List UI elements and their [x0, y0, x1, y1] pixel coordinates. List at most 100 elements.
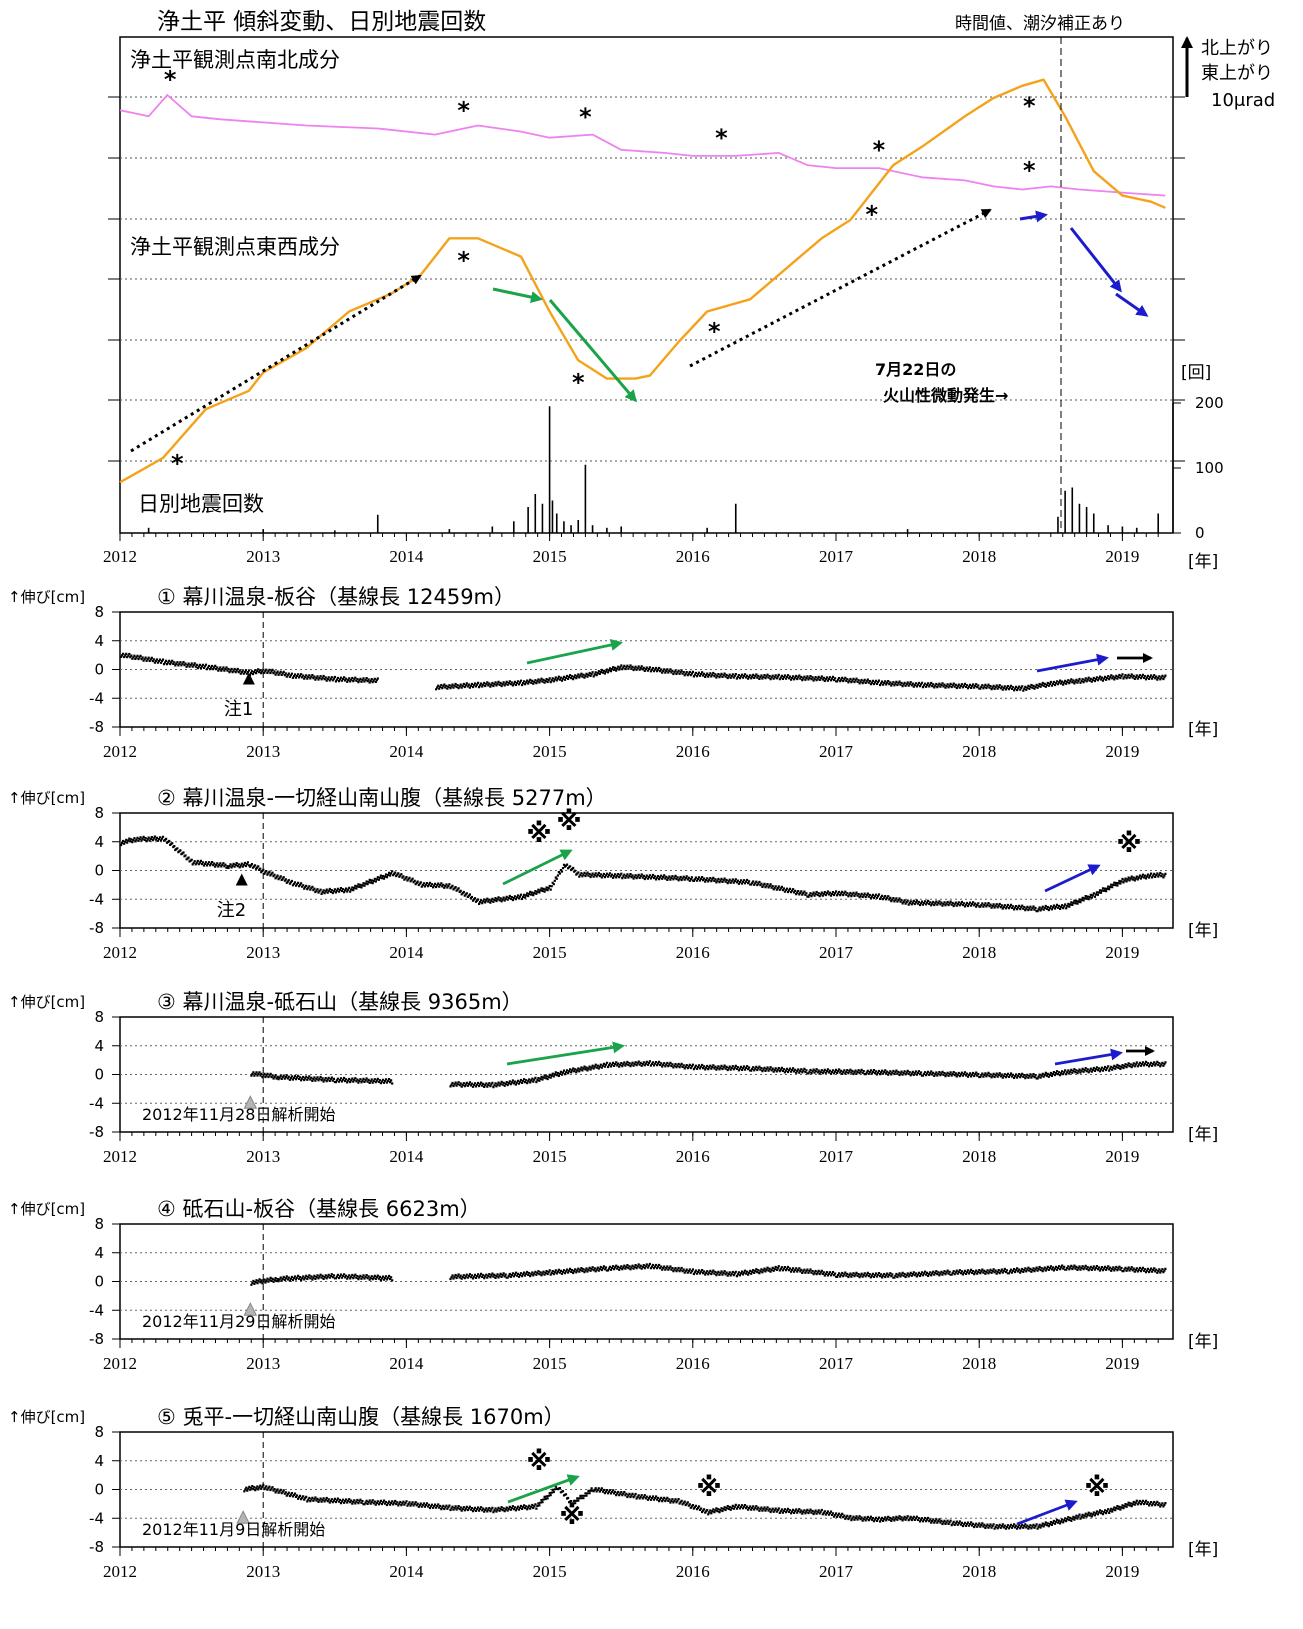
scale-bar-arrowhead [1181, 36, 1193, 48]
tilt-series [119, 78, 1166, 484]
panel-y-tick-label: 0 [94, 1066, 104, 1084]
trend-arrow-blue-1 [1019, 210, 1048, 223]
reference-mark: ※ [1116, 829, 1141, 859]
trend-arrow-green-1 [492, 287, 543, 303]
asterisk-marker: * [1023, 157, 1036, 185]
panel-x-tick-label: 2014 [389, 742, 424, 761]
count-tick-label: 200 [1195, 394, 1224, 412]
panel-y-tick-label: 4 [94, 632, 104, 650]
panel-ylabel: ↑伸び[cm] [8, 1408, 85, 1426]
gnss-panel: ↑伸び[cm] ④ 砥石山-板谷（基線長 6623m） 8 4 0 -4 -8 2012 201… [8, 1197, 1218, 1373]
panel-y-tick-label: -8 [89, 919, 104, 937]
panel-y-tick-label: 4 [94, 1244, 104, 1262]
ew-series-label: 浄土平観測点東西成分 [130, 235, 340, 259]
tilt-title: 浄土平 傾斜変動、日別地震回数 [157, 9, 486, 35]
panel-x-tick-label: 2014 [389, 1354, 424, 1373]
trend-arrow-blue [1016, 1499, 1078, 1526]
panel-y-tick-label: -8 [89, 718, 104, 736]
baseline-data-points [120, 652, 1167, 692]
panel-y-tick-label: -4 [89, 1509, 104, 1527]
panel-x-tick-label: 2015 [533, 943, 567, 962]
tilt-markers: * * * * * * * * * * * * [164, 65, 1036, 477]
panel-x-tick-label: 2019 [1105, 1147, 1139, 1166]
scale-east-label: 東上がり [1201, 63, 1273, 84]
asterisk-marker: * [715, 124, 728, 152]
gnss-baseline-panels: ↑伸び[cm] ① 幕川温泉-板谷（基線長 12459m） 8 4 0 -4 -8 2012 2… [8, 585, 1218, 1581]
panel-y-tick-label: -4 [89, 1301, 104, 1319]
panel-x-tick-label: 2019 [1105, 1354, 1139, 1373]
reference-mark: ※ [556, 807, 581, 837]
trend-arrow-blue-2 [1069, 227, 1122, 293]
panel-y-tick-label: 8 [94, 1008, 104, 1026]
asterisk-marker: * [457, 97, 470, 125]
panel-y-tick-label: -8 [89, 1330, 104, 1348]
panel-x-tick-label: 2012 [103, 742, 137, 761]
asterisk-marker: * [171, 450, 184, 478]
panel-x-tick-label: 2014 [389, 1562, 424, 1581]
panel-x-tick-label: 2013 [246, 1147, 280, 1166]
panel-title: ① 幕川温泉-板谷（基線長 12459m） [157, 585, 515, 609]
ew-tilt-line [119, 78, 1166, 484]
panel-x-tick-label: 2018 [962, 1354, 996, 1373]
panel-x-tick-label: 2018 [962, 943, 996, 962]
eruption-label-1: 7月22日の [875, 360, 956, 379]
gnss-panel: ↑伸び[cm] ① 幕川温泉-板谷（基線長 12459m） 8 4 0 -4 -8 2012 2… [8, 585, 1218, 761]
panel-y-tick-label: -8 [89, 1538, 104, 1556]
panel-x-tick-label: 2014 [389, 1147, 424, 1166]
note-triangle [235, 873, 248, 886]
panel-y-tick-label: -8 [89, 1123, 104, 1141]
panel-y-tick-label: 8 [94, 1215, 104, 1233]
tilt-x-tick-label: 2012 [103, 547, 137, 566]
scale-unit-label: 10μrad [1211, 90, 1275, 111]
panel-x-tick-label: 2013 [246, 1354, 280, 1373]
panel-title: ④ 砥石山-板谷（基線長 6623m） [157, 1197, 481, 1221]
trend-arrow-green-2 [548, 299, 637, 403]
panel-x-tick-label: 2015 [533, 1147, 567, 1166]
panel-x-tick-label: 2016 [676, 1354, 710, 1373]
panel-x-tick-label: 2017 [819, 1354, 854, 1373]
panel-x-tick-label: 2016 [676, 1147, 710, 1166]
tilt-x-axis: 2012 2013 2014 2015 2016 2017 2018 2019 [103, 533, 1159, 566]
panel-y-tick-label: 0 [94, 1273, 104, 1291]
trend-arrow-green [507, 1474, 580, 1504]
trend-arrow-blue-3 [1115, 292, 1149, 317]
panel-y-tick-label: -4 [89, 1094, 104, 1112]
panel-y-tick-label: 0 [94, 1481, 104, 1499]
ns-tilt-line [119, 94, 1166, 197]
panel-x-tick-label: 2015 [533, 742, 567, 761]
asterisk-marker: * [1023, 92, 1036, 120]
tilt-x-tick-label: 2013 [246, 547, 280, 566]
ns-series-label: 浄土平観測点南北成分 [130, 48, 340, 72]
reference-mark: ※ [526, 819, 551, 849]
trend-arrow-blue [1044, 864, 1101, 893]
reference-mark: ※ [1084, 1473, 1109, 1503]
baseline-data-points [250, 1262, 1167, 1286]
panel-x-tick-label: 2016 [676, 943, 710, 962]
panel-x-tick-label: 2017 [819, 1147, 854, 1166]
trend-arrow-green [502, 849, 573, 886]
note-label: 注1 [224, 699, 253, 720]
panel-year-unit: [年] [1188, 720, 1218, 740]
panel-title: ② 幕川温泉-一切経山南山腹（基線長 5277m） [157, 786, 607, 810]
tilt-panel-frame [119, 36, 1174, 534]
panel-y-tick-label: 8 [94, 804, 104, 822]
count-tick-label: 100 [1195, 459, 1224, 477]
panel-year-unit: [年] [1188, 1125, 1218, 1145]
panel-ylabel: ↑伸び[cm] [8, 588, 85, 606]
trend-arrow-blue [1036, 653, 1109, 673]
panel-title: ⑤ 兎平-一切経山南山腹（基線長 1670m） [157, 1405, 565, 1429]
reference-mark: ※ [696, 1473, 721, 1503]
asterisk-marker: * [164, 65, 177, 93]
panel-y-tick-label: -4 [89, 890, 104, 908]
count-y-axis: 0 100 200 [1172, 394, 1224, 542]
baseline-data-points [250, 1060, 1167, 1089]
eruption-label-2: 火山性微動発生→ [883, 386, 1008, 405]
panel-x-tick-label: 2013 [246, 1562, 280, 1581]
panel-x-tick-label: 2012 [103, 943, 137, 962]
panel-y-tick-label: 4 [94, 833, 104, 851]
panel-x-tick-label: 2012 [103, 1354, 137, 1373]
scale-north-label: 北上がり [1201, 38, 1273, 59]
tilt-x-tick-label: 2016 [676, 547, 710, 566]
gnss-panel: ↑伸び[cm] ② 幕川温泉-一切経山南山腹（基線長 5277m） 8 4 0 -4 -8 2… [8, 786, 1218, 962]
